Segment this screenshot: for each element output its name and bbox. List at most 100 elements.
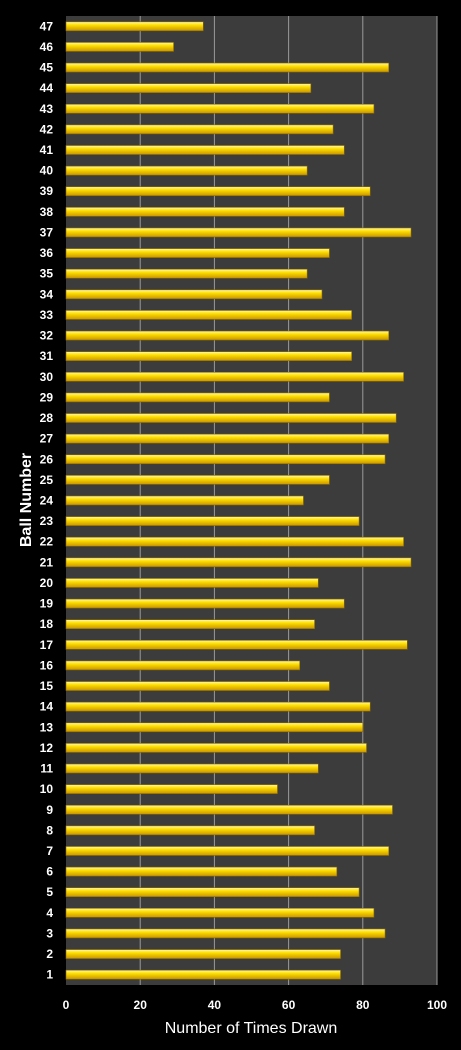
y-tick-label: 24 [40,494,54,508]
y-tick-label: 43 [40,102,54,116]
bar-ball-28 [65,413,397,423]
bar-ball-36 [65,248,330,258]
y-tick-label: 47 [40,19,54,33]
bar-ball-25 [65,475,330,485]
bar-ball-2 [65,949,341,959]
bar-ball-35 [65,268,308,279]
y-tick-label: 28 [40,411,54,425]
bar-ball-5 [65,887,360,898]
bar-ball-47 [65,21,204,32]
y-tick-labels: 1234567891011121314151617181920212223242… [40,19,54,981]
bar-ball-13 [65,722,364,733]
y-tick-label: 23 [40,514,54,528]
bar-ball-12 [65,743,367,753]
y-tick-label: 40 [40,164,54,178]
bar-ball-33 [65,310,352,320]
bar-ball-15 [65,681,330,691]
bar-ball-9 [65,804,393,815]
bar-ball-4 [65,908,375,918]
y-tick-label: 12 [40,741,54,755]
bar-ball-32 [65,330,390,341]
y-tick-label: 35 [40,267,54,281]
bar-ball-23 [65,516,360,526]
y-tick-label: 45 [40,61,54,75]
y-tick-label: 9 [46,803,53,817]
bar-ball-27 [65,433,390,444]
y-tick-label: 3 [46,926,53,940]
x-tick-label: 100 [427,998,447,1012]
y-tick-label: 30 [40,370,54,384]
y-tick-label: 44 [40,81,54,95]
bar-ball-16 [65,660,301,671]
bar-ball-22 [65,536,404,547]
bar-ball-11 [65,763,319,774]
x-tick-label: 0 [63,998,70,1012]
x-tick-label: 20 [134,998,148,1012]
y-tick-label: 41 [40,143,54,157]
y-tick-label: 42 [40,122,54,136]
bar-ball-18 [65,619,315,630]
bar-ball-19 [65,598,345,609]
y-axis-title: Ball Number [18,453,35,547]
y-tick-label: 4 [46,906,53,920]
y-tick-label: 5 [46,885,53,899]
y-tick-label: 14 [40,700,54,714]
y-tick-label: 18 [40,617,54,631]
bar-ball-26 [65,454,386,465]
y-tick-label: 6 [46,865,53,879]
bar-ball-41 [65,145,345,155]
y-tick-label: 13 [40,720,54,734]
y-tick-label: 19 [40,597,54,611]
x-tick-label: 40 [208,998,222,1012]
bar-ball-21 [65,557,412,568]
bars [65,21,412,980]
y-tick-label: 7 [46,844,53,858]
x-tick-label: 60 [282,998,296,1012]
bar-ball-24 [65,495,304,506]
y-tick-label: 22 [40,535,54,549]
x-axis-title: Number of Times Drawn [165,1020,338,1037]
y-tick-label: 17 [40,638,54,652]
y-tick-label: 15 [40,679,54,693]
y-tick-label: 27 [40,432,54,446]
x-tick-labels: 0 20 40 60 80 100 [63,998,448,1012]
y-tick-label: 39 [40,184,54,198]
y-tick-label: 1 [46,968,53,982]
bar-ball-17 [65,640,408,650]
y-tick-label: 34 [40,287,54,301]
bar-ball-45 [65,62,390,73]
bar-ball-7 [65,846,390,856]
bar-ball-10 [65,784,278,794]
y-tick-label: 33 [40,308,54,322]
bar-ball-44 [65,83,312,93]
y-tick-label: 16 [40,658,54,672]
bar-ball-38 [65,207,345,217]
y-tick-label: 10 [40,782,54,796]
y-tick-label: 29 [40,390,54,404]
bar-ball-30 [65,371,404,382]
bar-ball-8 [65,825,315,836]
y-tick-label: 25 [40,473,54,487]
bar-ball-14 [65,701,371,712]
bar-ball-42 [65,124,334,135]
bar-ball-43 [65,103,375,114]
y-tick-label: 38 [40,205,54,219]
bar-ball-31 [65,351,352,361]
bar-ball-46 [65,42,174,52]
y-tick-label: 37 [40,225,54,239]
bar-ball-39 [65,186,371,197]
y-tick-label: 20 [40,576,54,590]
y-tick-label: 2 [46,947,53,961]
bar-ball-20 [65,578,319,588]
bar-ball-37 [65,227,412,238]
y-tick-label: 8 [46,823,53,837]
bar-ball-1 [65,969,341,980]
y-tick-label: 31 [40,349,54,363]
y-tick-label: 46 [40,40,54,54]
y-tick-label: 11 [40,762,53,776]
bar-ball-34 [65,289,323,300]
y-tick-label: 36 [40,246,54,260]
bar-ball-40 [65,165,308,176]
bar-ball-3 [65,928,386,939]
